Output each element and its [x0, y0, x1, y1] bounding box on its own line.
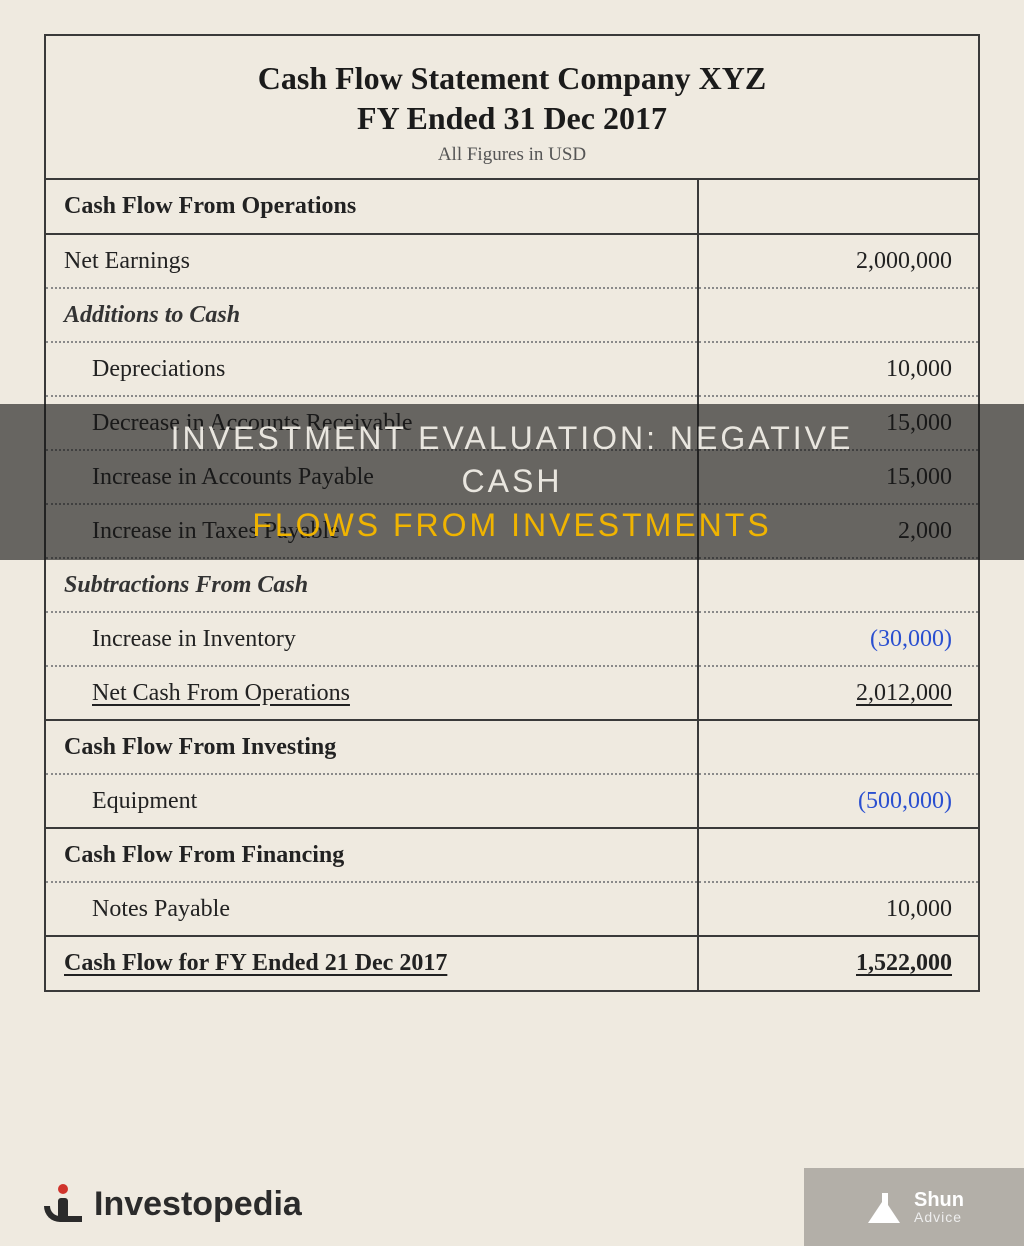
row-value — [698, 180, 978, 234]
row-label: Cash Flow for FY Ended 21 Dec 2017 — [46, 936, 698, 990]
row-label: Additions to Cash — [46, 288, 698, 342]
table-row: Cash Flow From Investing — [46, 720, 978, 774]
statement-subtitle: All Figures in USD — [56, 144, 968, 166]
row-label: Net Cash From Operations — [46, 666, 698, 720]
footer: Investopedia Shun Advice — [0, 1154, 1024, 1246]
row-label: Cash Flow From Investing — [46, 720, 698, 774]
cashflow-body: Cash Flow From OperationsNet Earnings2,0… — [46, 180, 978, 990]
row-value: (30,000) — [698, 612, 978, 666]
row-label: Notes Payable — [46, 882, 698, 936]
statement-title: Cash Flow Statement Company XYZ FY Ended… — [56, 58, 968, 138]
table-row: Subtractions From Cash — [46, 558, 978, 612]
shun-logo-inner: Shun Advice — [864, 1187, 964, 1227]
row-value: (500,000) — [698, 774, 978, 828]
row-value: 10,000 — [698, 342, 978, 396]
shun-line-1: Shun — [914, 1190, 964, 1210]
investopedia-logo: Investopedia — [44, 1184, 302, 1224]
title-line-2: FY Ended 31 Dec 2017 — [357, 100, 667, 136]
row-value: 10,000 — [698, 882, 978, 936]
table-row: Cash Flow From Financing — [46, 828, 978, 882]
title-line-1: Cash Flow Statement Company XYZ — [258, 60, 766, 96]
row-label: Equipment — [46, 774, 698, 828]
row-value — [698, 720, 978, 774]
overlay-banner: INVESTMENT EVALUATION: NEGATIVE CASH FLO… — [0, 404, 1024, 560]
cashflow-table: Cash Flow From OperationsNet Earnings2,0… — [46, 180, 978, 990]
investopedia-text: Investopedia — [94, 1185, 302, 1224]
shun-logo: Shun Advice — [804, 1168, 1024, 1246]
overlay-line-2: FLOWS FROM INVESTMENTS — [120, 504, 904, 547]
row-label: Depreciations — [46, 342, 698, 396]
overlay-text: INVESTMENT EVALUATION: NEGATIVE CASH FLO… — [120, 417, 904, 547]
row-label: Cash Flow From Operations — [46, 180, 698, 234]
row-value — [698, 828, 978, 882]
row-value: 2,000,000 — [698, 234, 978, 288]
table-row: Net Earnings2,000,000 — [46, 234, 978, 288]
row-value: 1,522,000 — [698, 936, 978, 990]
table-row: Cash Flow From Operations — [46, 180, 978, 234]
shun-line-2: Advice — [914, 1210, 964, 1224]
row-value — [698, 558, 978, 612]
investopedia-icon — [44, 1184, 84, 1224]
table-row: Depreciations10,000 — [46, 342, 978, 396]
shun-icon — [864, 1187, 904, 1227]
row-value — [698, 288, 978, 342]
table-row: Increase in Inventory(30,000) — [46, 612, 978, 666]
table-row: Net Cash From Operations2,012,000 — [46, 666, 978, 720]
row-label: Subtractions From Cash — [46, 558, 698, 612]
page: Cash Flow Statement Company XYZ FY Ended… — [0, 0, 1024, 1246]
table-row: Cash Flow for FY Ended 21 Dec 20171,522,… — [46, 936, 978, 990]
statement-header: Cash Flow Statement Company XYZ FY Ended… — [46, 36, 978, 180]
row-label: Cash Flow From Financing — [46, 828, 698, 882]
row-label: Net Earnings — [46, 234, 698, 288]
overlay-line-1: INVESTMENT EVALUATION: NEGATIVE CASH — [120, 417, 904, 503]
table-row: Equipment(500,000) — [46, 774, 978, 828]
table-row: Notes Payable10,000 — [46, 882, 978, 936]
row-value: 2,012,000 — [698, 666, 978, 720]
table-row: Additions to Cash — [46, 288, 978, 342]
row-label: Increase in Inventory — [46, 612, 698, 666]
